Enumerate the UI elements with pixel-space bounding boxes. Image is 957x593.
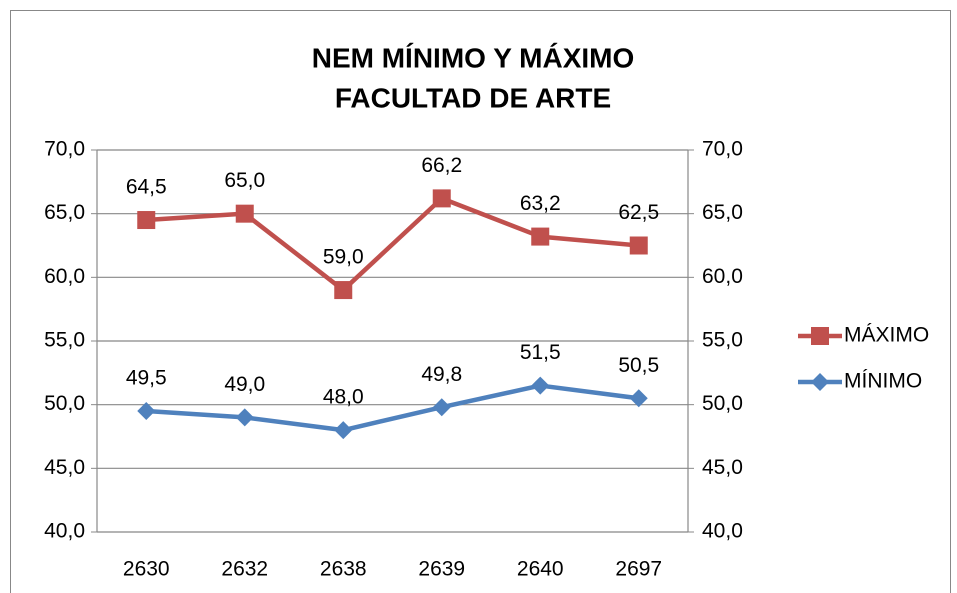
y-tick-label: 50,0: [44, 392, 85, 415]
point-marker: [235, 408, 254, 427]
point-marker: [531, 227, 550, 246]
data-label: 49,5: [126, 367, 167, 390]
legend-marker: [811, 327, 829, 345]
point-marker: [334, 281, 353, 300]
y2-tick-label: 50,0: [702, 392, 743, 415]
point-marker: [432, 398, 451, 417]
point-marker: [629, 389, 648, 408]
chart-title: NEM MÍNIMO Y MÁXIMO: [312, 42, 635, 73]
point-marker: [334, 421, 353, 440]
legend-label: MÁXIMO: [844, 324, 929, 347]
y2-tick-label: 60,0: [702, 265, 743, 288]
data-label: 51,5: [520, 341, 561, 364]
data-label: 65,0: [224, 169, 265, 192]
data-label: 62,5: [618, 201, 659, 224]
point-marker: [137, 402, 156, 421]
point-marker: [235, 204, 254, 223]
series-line: [146, 196, 639, 293]
legend-label: MÍNIMO: [844, 370, 922, 393]
series-line: [146, 383, 640, 433]
data-label: 66,2: [421, 154, 462, 177]
y-tick-label: 40,0: [44, 520, 85, 543]
data-label: 49,8: [421, 363, 462, 386]
data-label: 50,5: [618, 354, 659, 377]
y-tick-label: 55,0: [44, 329, 85, 352]
data-label: 49,0: [224, 373, 265, 396]
y-tick-label: 65,0: [44, 201, 85, 224]
y-tick-label: 70,0: [44, 138, 85, 161]
y-tick-label: 45,0: [44, 456, 85, 479]
data-label: 63,2: [520, 192, 561, 215]
data-label: 64,5: [126, 176, 167, 199]
point-marker: [629, 236, 648, 255]
x-tick-label: 2697: [615, 558, 662, 581]
y2-tick-label: 65,0: [702, 201, 743, 224]
point-marker: [137, 211, 156, 230]
chart-title: FACULTAD DE ARTE: [335, 82, 611, 113]
y2-tick-label: 70,0: [702, 138, 743, 161]
x-tick-label: 2639: [418, 558, 465, 581]
legend-marker: [811, 373, 829, 391]
x-tick-label: 2630: [123, 558, 170, 581]
y2-tick-label: 45,0: [702, 456, 743, 479]
x-tick-label: 2632: [221, 558, 268, 581]
data-label: 59,0: [323, 246, 364, 269]
y2-tick-label: 40,0: [702, 520, 743, 543]
y2-tick-label: 55,0: [702, 329, 743, 352]
chart-frame: [10, 10, 951, 593]
point-marker: [432, 189, 451, 208]
point-marker: [531, 376, 550, 395]
x-tick-label: 2640: [517, 558, 564, 581]
x-tick-label: 2638: [320, 558, 367, 581]
y-tick-label: 60,0: [44, 265, 85, 288]
data-label: 48,0: [323, 386, 364, 409]
